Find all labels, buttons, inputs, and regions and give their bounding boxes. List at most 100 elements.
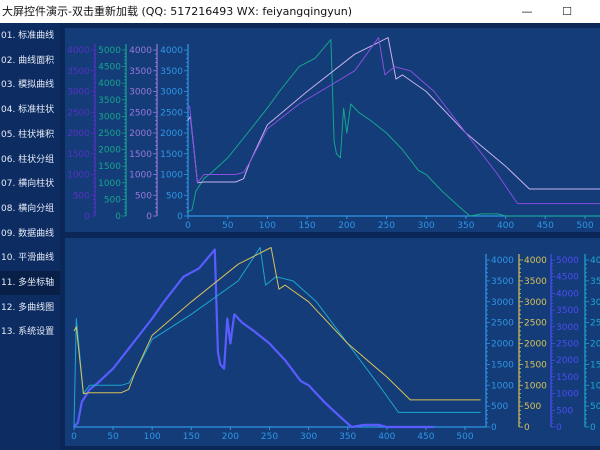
- y-tick-label: 2000: [98, 146, 121, 156]
- sidebar-item[interactable]: 05. 柱状堆积: [1, 129, 55, 140]
- y-tick-label: 2000: [590, 340, 600, 350]
- y-tick-label: 2500: [590, 319, 600, 329]
- y-tick-label: 0: [491, 423, 497, 433]
- y-tick-label: 2500: [524, 319, 547, 329]
- y-tick-label: 2000: [129, 129, 152, 139]
- y-tick-label: 3500: [129, 67, 152, 77]
- y-tick-label: 3500: [98, 96, 121, 106]
- minimize-button[interactable]: —: [521, 5, 533, 18]
- series-line-1: [187, 37, 600, 190]
- sidebar-item[interactable]: 02. 曲线面积: [1, 55, 55, 66]
- y-tick-label: 3000: [129, 88, 152, 98]
- sidebar-item[interactable]: 12. 多曲线图: [1, 302, 55, 313]
- y-tick-label: 0: [177, 212, 183, 222]
- y-tick-label: 0: [524, 423, 530, 433]
- x-tick-label: 300: [300, 432, 317, 442]
- x-tick-label: 500: [576, 221, 593, 231]
- y-tick-label: 2500: [129, 108, 152, 118]
- y-tick-label: 3500: [524, 277, 547, 287]
- y-tick-label: 4000: [556, 289, 579, 299]
- y-tick-label: 3000: [556, 323, 579, 333]
- y-tick-label: 0: [556, 423, 562, 433]
- y-tick-label: 3000: [590, 298, 600, 308]
- x-tick-label: 250: [261, 432, 278, 442]
- y-tick-label: 2000: [524, 340, 547, 350]
- y-tick-label: 1000: [524, 381, 547, 391]
- window-title: 大屏控件演示-双击重新加载 (QQ: 517216493 WX: feiyang…: [2, 5, 353, 18]
- x-tick-label: 250: [378, 221, 395, 231]
- y-tick-label: 5000: [98, 46, 121, 56]
- y-tick-label: 3000: [67, 88, 90, 98]
- y-tick-label: 1500: [491, 360, 514, 370]
- sidebar-item[interactable]: 03. 模拟曲线: [1, 80, 55, 91]
- y-tick-label: 0: [84, 212, 90, 222]
- y-tick-label: 500: [166, 191, 183, 201]
- y-tick-label: 1000: [491, 381, 514, 391]
- y-tick-label: 3000: [524, 298, 547, 308]
- y-tick-label: 500: [556, 406, 573, 416]
- x-tick-label: 150: [299, 221, 316, 231]
- bottom-chart-panel: 0 50 100 150 200 250 300 350 400 450 500 0 500 1000 15…: [65, 238, 600, 446]
- bottom-multi-axis-chart: 0 50 100 150 200 250 300 350 400 450 5000500100015…: [71, 247, 600, 442]
- sidebar-item[interactable]: 08. 横向分组: [1, 203, 55, 214]
- series-line-0: [73, 248, 434, 429]
- sidebar-item[interactable]: 13. 系统设置: [1, 327, 55, 338]
- y-tick-label: 1000: [590, 381, 600, 391]
- x-tick-label: 400: [378, 432, 395, 442]
- x-tick-label: 350: [457, 221, 474, 231]
- y-tick-label: 1500: [590, 360, 600, 370]
- y-tick-label: 1500: [524, 360, 547, 370]
- y-tick-label: 1500: [67, 150, 90, 160]
- y-tick-label: 500: [104, 195, 121, 205]
- sidebar-item[interactable]: 09. 数据曲线: [1, 228, 55, 239]
- y-tick-label: 1000: [160, 171, 183, 181]
- y-tick-label: 2500: [160, 108, 183, 118]
- sidebar-item[interactable]: 10. 平滑曲线: [1, 253, 55, 264]
- x-tick-label: 200: [338, 221, 355, 231]
- y-tick-label: 1500: [98, 162, 121, 172]
- top-multi-axis-chart: 0 50 100 150 200 250 300 350 400 450 5000500100015…: [67, 37, 600, 231]
- x-tick-label: 100: [144, 432, 161, 442]
- y-tick-label: 1000: [129, 171, 152, 181]
- y-tick-label: 0: [115, 212, 121, 222]
- x-tick-label: 450: [417, 432, 434, 442]
- y-tick-label: 2500: [491, 319, 514, 329]
- y-tick-label: 2500: [556, 340, 579, 350]
- y-tick-label: 3500: [590, 277, 600, 287]
- maximize-button[interactable]: ☐: [562, 5, 572, 18]
- y-tick-label: 0: [590, 423, 596, 433]
- title-bar: 大屏控件演示-双击重新加载 (QQ: 517216493 WX: feiyang…: [0, 0, 600, 23]
- sidebar-item[interactable]: 04. 标准柱状: [1, 105, 55, 116]
- x-tick-label: 350: [339, 432, 356, 442]
- y-tick-label: 2500: [98, 129, 121, 139]
- y-tick-label: 3500: [556, 306, 579, 316]
- y-tick-label: 500: [491, 402, 508, 412]
- top-chart-panel: 0 50 100 150 200 250 300 350 400 450 500 0 500 1000 15…: [65, 28, 600, 232]
- y-tick-label: 1000: [98, 179, 121, 189]
- y-tick-label: 2000: [160, 129, 183, 139]
- y-tick-label: 3000: [98, 112, 121, 122]
- sidebar-item[interactable]: 07. 横向柱状: [1, 179, 55, 190]
- y-tick-label: 2000: [556, 356, 579, 366]
- x-tick-label: 0: [71, 432, 77, 442]
- y-tick-label: 4000: [129, 46, 152, 56]
- sidebar-item[interactable]: 01. 标准曲线: [1, 31, 55, 41]
- y-tick-label: 1500: [160, 150, 183, 160]
- x-tick-label: 100: [259, 221, 276, 231]
- y-tick-label: 1500: [556, 373, 579, 383]
- y-tick-label: 4000: [160, 46, 183, 56]
- sidebar-item[interactable]: 11. 多坐标轴: [0, 271, 60, 295]
- y-tick-label: 500: [73, 191, 90, 201]
- x-tick-label: 150: [183, 432, 200, 442]
- series-line-2: [187, 37, 600, 205]
- y-tick-label: 3500: [160, 67, 183, 77]
- sidebar: 01. 标准曲线 02. 曲线面积 03. 模拟曲线 04. 标准柱状 05. 柱状堆积…: [0, 23, 60, 450]
- y-tick-label: 2000: [67, 129, 90, 139]
- y-tick-label: 2500: [67, 108, 90, 118]
- y-tick-label: 2000: [491, 340, 514, 350]
- sidebar-item[interactable]: 06. 柱状分组: [1, 154, 55, 165]
- y-tick-label: 3500: [67, 67, 90, 77]
- y-tick-label: 4000: [590, 256, 600, 266]
- y-tick-label: 5000: [556, 256, 579, 266]
- x-tick-label: 0: [185, 221, 191, 231]
